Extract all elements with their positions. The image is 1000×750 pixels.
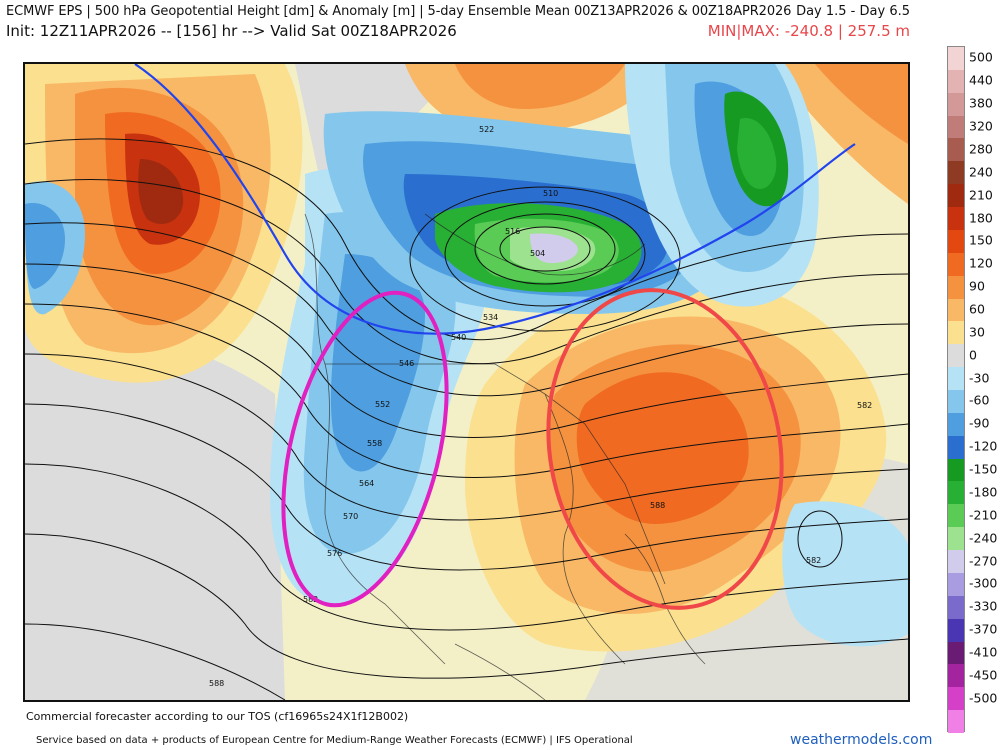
western-trough-circle [281, 290, 449, 608]
service-note: Service based on data + products of Euro… [36, 735, 633, 746]
colorbar-tick-label: -180 [969, 484, 998, 500]
map-title: ECMWF EPS | 500 hPa Geopotential Height … [6, 4, 792, 19]
colorbar-segment [948, 618, 964, 643]
colorbar-segment [948, 412, 964, 437]
init-valid-line: Init: 12Z11APR2026 -- [156] hr --> Valid… [6, 22, 457, 40]
colorbar-tick-label: 60 [969, 301, 985, 317]
colorbar-segment [948, 298, 964, 322]
colorbar-tick-label: 320 [969, 118, 993, 134]
colorbar-tick-label: 210 [969, 187, 993, 203]
forecast-map: 522 510 504 516 534 540 546 552 558 564 … [23, 62, 910, 702]
colorbar-segment [948, 710, 964, 734]
svg-text:516: 516 [505, 227, 520, 236]
colorbar-segment [948, 69, 964, 94]
colorbar-tick-label: -450 [969, 667, 998, 683]
svg-text:546: 546 [399, 359, 414, 368]
colorbar-tick-label: -500 [969, 690, 998, 706]
svg-text:504: 504 [530, 249, 545, 258]
colorbar-segment [948, 115, 964, 139]
colorbar-segment [948, 321, 964, 345]
colorbar-tick-label: -410 [969, 644, 998, 660]
colorbar-segment [948, 458, 964, 482]
colorbar-segment [948, 138, 964, 162]
colorbar-tick-label: 380 [969, 95, 993, 111]
brand-link[interactable]: weathermodels.com [790, 732, 933, 748]
colorbar-tick-label: -60 [969, 392, 990, 408]
svg-text:552: 552 [375, 400, 390, 409]
colorbar-segment [948, 229, 964, 254]
svg-text:558: 558 [367, 439, 382, 448]
day-range: Day 1.5 - Day 6.5 [796, 4, 910, 19]
colorbar-segment [948, 275, 964, 300]
trough-line-540 [134, 64, 856, 335]
colorbar-tick-label: 0 [969, 347, 977, 363]
colorbar-tick-label: -30 [969, 370, 990, 386]
colorbar-tick-label: 440 [969, 72, 993, 88]
colorbar-segment [948, 595, 964, 620]
colorbar-segment [948, 527, 964, 551]
svg-text:570: 570 [343, 512, 358, 521]
colorbar-segment [948, 161, 964, 185]
colorbar-segment [948, 92, 964, 117]
eastern-ridge-circle [546, 288, 784, 610]
colorbar-tick-label: -210 [969, 507, 998, 523]
svg-text:582: 582 [806, 556, 821, 565]
colorbar-segment [948, 664, 964, 688]
colorbar-tick-label: 30 [969, 324, 985, 340]
colorbar-segment [948, 390, 964, 414]
svg-text:564: 564 [359, 479, 374, 488]
svg-text:576: 576 [327, 549, 342, 558]
height-contours [25, 138, 908, 700]
min-max-readout: MIN|MAX: -240.8 | 257.5 m [707, 22, 910, 40]
colorbar-segment [948, 184, 964, 208]
svg-text:588: 588 [650, 501, 665, 510]
colorbar-tick-label: -330 [969, 598, 998, 614]
colorbar-tick-label: -240 [969, 530, 998, 546]
svg-text:582: 582 [303, 595, 318, 604]
colorbar-segment [948, 344, 964, 368]
tos-note: Commercial forecaster according to our T… [26, 710, 409, 723]
colorbar-tick-label: -90 [969, 415, 990, 431]
colorbar-tick-label: -120 [969, 438, 998, 454]
colorbar-tick-label: -370 [969, 621, 998, 637]
svg-text:540: 540 [451, 333, 466, 342]
svg-text:510: 510 [543, 189, 558, 198]
colorbar-tick-label: 500 [969, 49, 993, 65]
svg-text:534: 534 [483, 313, 498, 322]
colorbar-segment [948, 435, 964, 460]
colorbar-tick-label: 180 [969, 210, 993, 225]
colorbar-segment [948, 252, 964, 277]
colorbar-segment [948, 572, 964, 597]
colorbar-segment [948, 481, 964, 505]
colorbar-segment [948, 367, 964, 391]
colorbar-tick-label: -300 [969, 575, 998, 591]
colorbar-segment [948, 207, 964, 231]
colorbar-segment [948, 550, 964, 574]
colorbar-tick-label: 280 [969, 141, 993, 157]
colorbar-tick-label: 120 [969, 255, 993, 271]
colorbar-tick-label: 90 [969, 278, 985, 294]
svg-text:522: 522 [479, 125, 494, 134]
svg-text:582: 582 [857, 401, 872, 410]
colorbar-segment [948, 504, 964, 528]
contour-labels: 522 510 504 516 534 540 546 552 558 564 … [209, 125, 872, 688]
colorbar-segment [948, 47, 964, 71]
colorbar-segment [948, 641, 964, 665]
anomaly-colorbar [947, 46, 965, 734]
colorbar-tick-label: -150 [969, 461, 998, 477]
colorbar-tick-label: 240 [969, 164, 993, 180]
svg-text:588: 588 [209, 679, 224, 688]
colorbar-tick-label: 150 [969, 232, 993, 248]
colorbar-tick-label: -270 [969, 553, 998, 568]
colorbar-segment [948, 687, 964, 711]
